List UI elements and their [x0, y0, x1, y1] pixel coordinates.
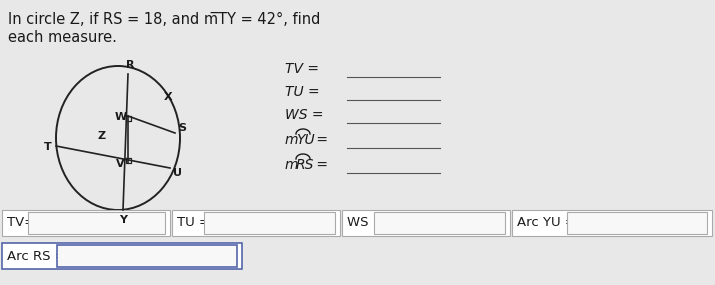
FancyBboxPatch shape	[2, 210, 170, 236]
Text: TV=: TV=	[7, 217, 39, 229]
FancyBboxPatch shape	[57, 245, 237, 267]
Text: In circle Z, if RS = 18, and m̅TY = 42°, find: In circle Z, if RS = 18, and m̅TY = 42°,…	[8, 12, 320, 27]
Text: 9: 9	[92, 217, 101, 229]
Text: W: W	[115, 112, 127, 122]
Text: U: U	[172, 168, 182, 178]
Text: Arc YU =: Arc YU =	[517, 217, 580, 229]
Text: WS =: WS =	[285, 108, 323, 122]
Text: RS: RS	[296, 158, 315, 172]
Text: S: S	[178, 123, 186, 133]
Text: type your answer...: type your answer...	[61, 249, 174, 262]
Text: m: m	[285, 133, 298, 147]
FancyBboxPatch shape	[342, 210, 510, 236]
FancyBboxPatch shape	[374, 212, 505, 234]
Text: TU =: TU =	[285, 85, 320, 99]
Text: T: T	[44, 142, 52, 152]
Text: X: X	[164, 92, 172, 102]
Text: Z: Z	[98, 131, 106, 141]
Text: R: R	[126, 60, 134, 70]
FancyBboxPatch shape	[28, 212, 165, 234]
Text: Y: Y	[119, 215, 127, 225]
Text: TV =: TV =	[285, 62, 319, 76]
Text: Arc RS =: Arc RS =	[7, 249, 70, 262]
Text: =: =	[312, 158, 328, 172]
FancyBboxPatch shape	[172, 210, 340, 236]
Text: 42: 42	[628, 217, 646, 229]
Text: WS =: WS =	[347, 217, 388, 229]
Text: =: =	[312, 133, 328, 147]
Text: TU =: TU =	[177, 217, 214, 229]
Text: YU: YU	[296, 133, 315, 147]
Text: each measure.: each measure.	[8, 30, 117, 45]
Text: 9: 9	[435, 217, 444, 229]
FancyBboxPatch shape	[567, 212, 707, 234]
FancyBboxPatch shape	[204, 212, 335, 234]
Text: V: V	[116, 159, 124, 169]
Text: 18: 18	[261, 217, 278, 229]
FancyBboxPatch shape	[2, 243, 242, 269]
Text: m: m	[285, 158, 298, 172]
FancyBboxPatch shape	[512, 210, 712, 236]
